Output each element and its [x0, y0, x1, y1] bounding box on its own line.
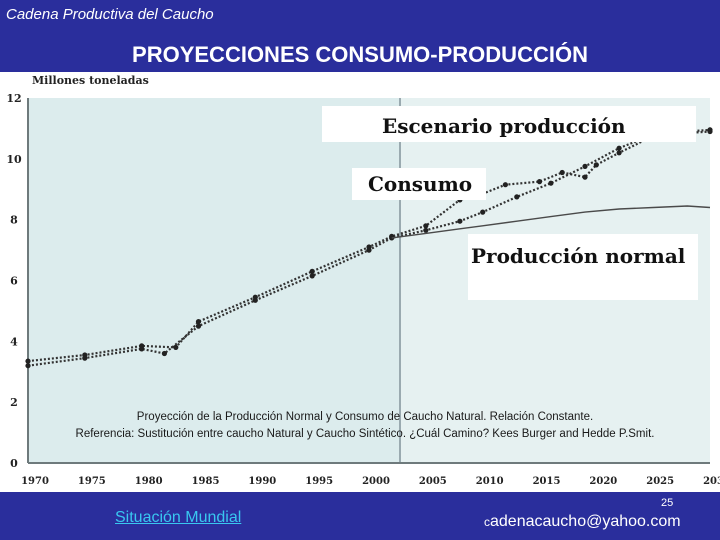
series-point — [366, 244, 372, 250]
x-tick-label: 1985 — [192, 476, 220, 487]
series-point — [139, 343, 145, 349]
x-tick-label: 1990 — [248, 476, 276, 487]
label-escenario: Escenario producción — [382, 114, 626, 138]
y-tick-label: 10 — [6, 153, 22, 166]
series-point — [480, 209, 486, 215]
slide-number: 25 — [661, 497, 674, 509]
series-point — [25, 363, 31, 369]
y-tick-label: 0 — [10, 457, 18, 470]
series-point — [25, 358, 31, 364]
chart-svg: Millones toneladas 0 2 4 6 8 10 12 1970 1975 198… — [6, 74, 720, 487]
label-box-consumo — [352, 168, 486, 200]
series-point — [161, 350, 167, 357]
email-rest: adenacaucho@yahoo.com — [490, 513, 681, 530]
series-point — [582, 174, 588, 180]
x-tick-label: 2030 — [703, 476, 720, 487]
label-consumo: Consumo — [368, 172, 472, 196]
series-point — [707, 127, 713, 133]
series-point — [457, 218, 463, 224]
x-tick-label: 2000 — [362, 476, 390, 487]
x-tick-label: 2025 — [646, 476, 674, 487]
series-point — [423, 223, 429, 229]
series-point — [82, 352, 88, 358]
series-point — [593, 162, 599, 168]
x-tick-label: 1980 — [135, 476, 163, 487]
series-point — [309, 268, 315, 274]
email-prefix: c — [484, 515, 490, 529]
series-point — [514, 194, 520, 200]
x-tick-label: 2015 — [533, 476, 561, 487]
label-box-produccion-normal — [468, 234, 698, 300]
series-point — [173, 344, 179, 350]
chart-note-1: Proyección de la Producción Normal y Con… — [137, 411, 593, 423]
presentation-title: Cadena Productiva del Caucho — [6, 6, 214, 23]
y-tick-label: 4 — [10, 335, 18, 348]
y-tick-label: 8 — [10, 214, 18, 227]
x-tick-label: 1970 — [21, 476, 49, 487]
x-tick-label: 2010 — [476, 476, 504, 487]
series-point — [423, 227, 429, 233]
series-point — [536, 179, 543, 185]
series-point — [548, 180, 554, 186]
y-tick-labels: 0 2 4 6 8 10 12 — [6, 92, 22, 470]
series-point — [582, 163, 588, 169]
series-point — [252, 294, 258, 300]
series-point — [195, 319, 202, 325]
series-point — [616, 145, 622, 151]
y-tick-label: 6 — [10, 275, 18, 288]
y-tick-label: 2 — [10, 396, 18, 409]
label-produccion-normal: Producción normal — [471, 244, 686, 268]
series-point — [559, 169, 565, 176]
series-point — [309, 273, 315, 279]
label-box-escenario — [322, 106, 696, 142]
series-point — [195, 323, 202, 329]
contact-email: cadenacaucho@yahoo.com — [484, 513, 681, 531]
x-tick-label: 2020 — [589, 476, 617, 487]
chart-panel: Millones toneladas 0 2 4 6 8 10 12 1970 1975 198… — [0, 72, 720, 492]
series-point — [616, 150, 622, 156]
series-point — [502, 182, 508, 188]
series-line-produccion-normal — [391, 205, 711, 239]
x-tick-label: 1975 — [78, 476, 106, 487]
x-tick-labels: 1970 1975 1980 1985 1990 1995 2000 2005 2010 2015… — [21, 476, 720, 487]
x-tick-label: 1995 — [305, 476, 333, 487]
slide-title: PROYECCIONES CONSUMO-PRODUCCIÓN — [132, 42, 588, 67]
y-tick-label: 12 — [6, 92, 21, 105]
chart-note-2: Referencia: Sustitución entre caucho Nat… — [76, 428, 655, 440]
section-link[interactable]: Situación Mundial — [115, 509, 242, 526]
x-tick-label: 2005 — [419, 476, 447, 487]
y-axis-label: Millones toneladas — [32, 74, 149, 87]
